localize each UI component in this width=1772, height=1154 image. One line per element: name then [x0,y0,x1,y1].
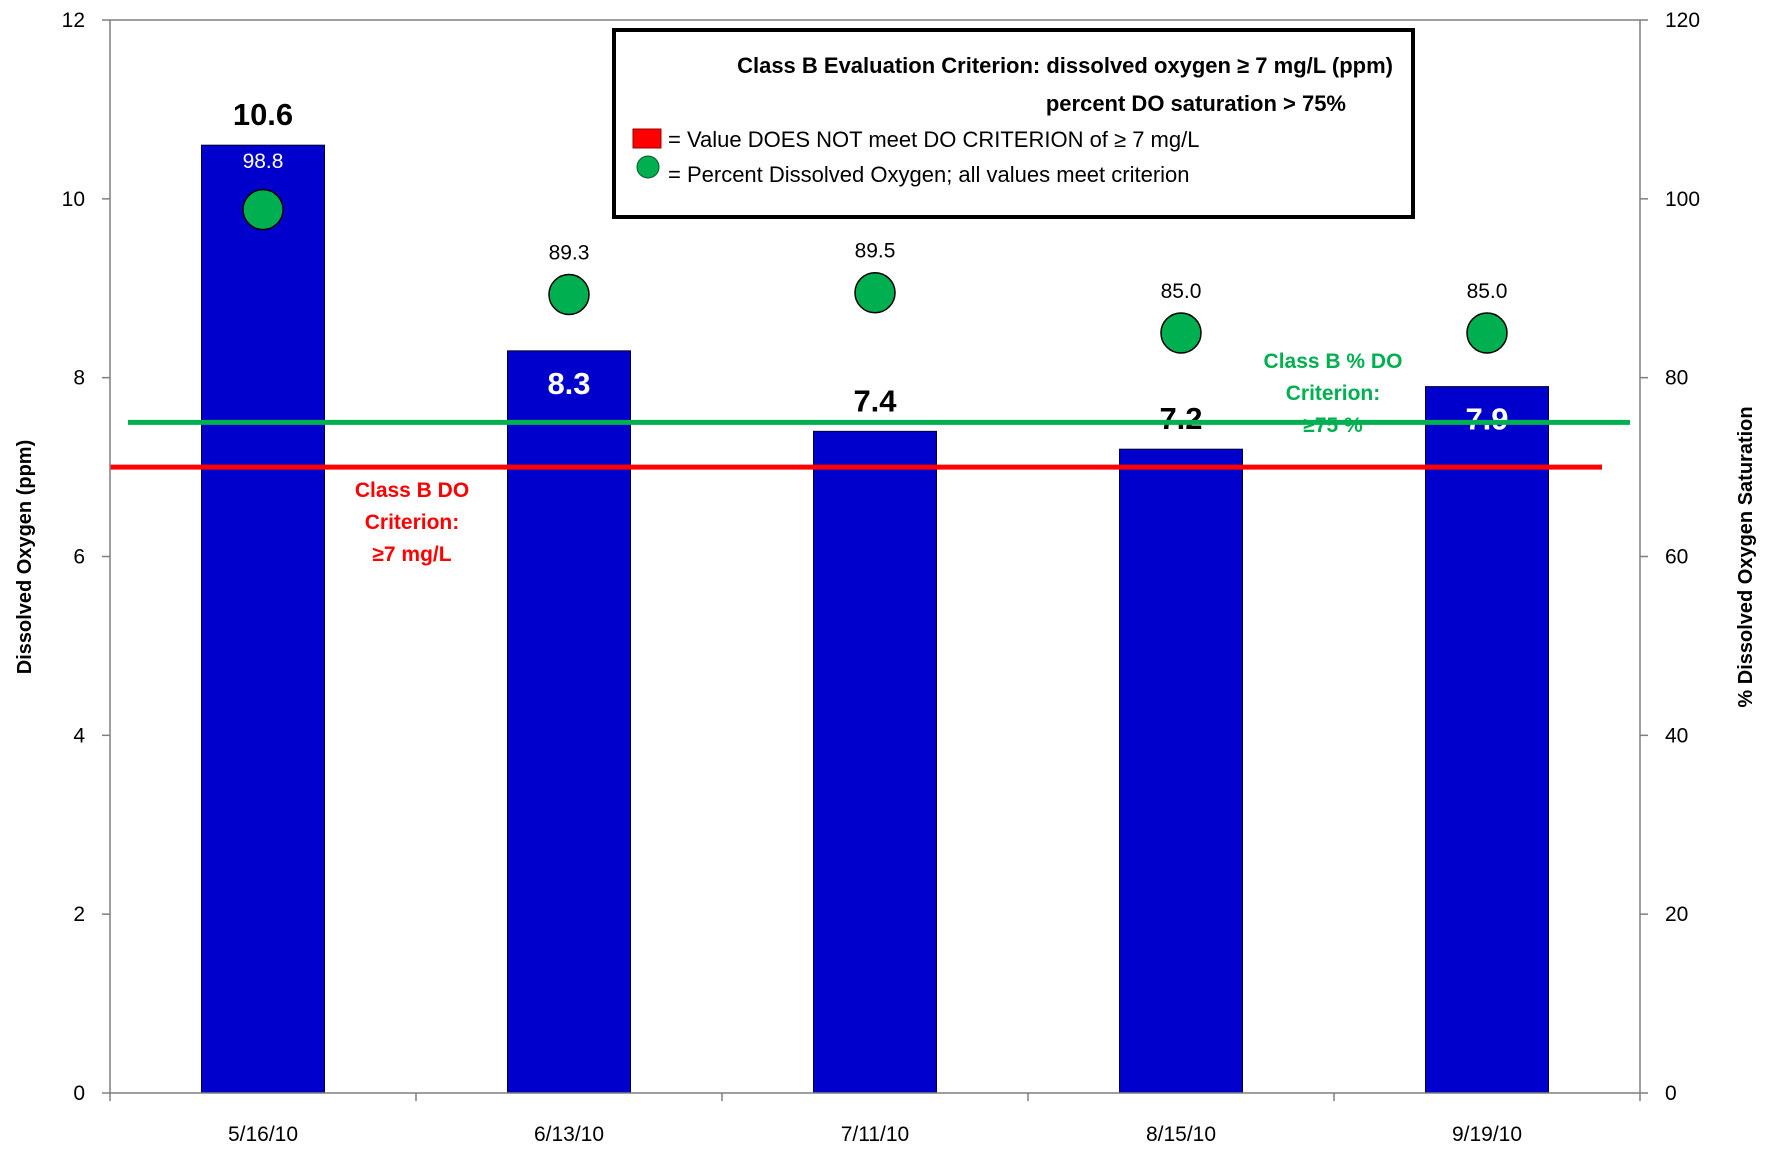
bar-value-label: 8.3 [547,366,590,401]
x-tick-label: 7/11/10 [841,1123,910,1146]
point-value-label: 85.0 [1467,280,1508,303]
left-tick-label: 2 [73,903,85,926]
left-tick-label: 4 [73,724,85,747]
reference-lines-layer: Class B DO Criterion: ≥7 mg/L Class B % DO C… [110,350,1630,566]
point-value-label: 85.0 [1161,280,1202,303]
bars-layer: 10.68.3 7.47.2 7.9 [201,97,1549,1094]
right-tick-label: 60 [1665,546,1688,569]
pct-criterion-label: Class B % DO [1264,350,1403,373]
do-criterion-label: Criterion: [365,511,460,534]
x-tick-label: 6/13/10 [534,1123,604,1146]
legend: Class B Evaluation Criterion: dissolved … [612,28,1415,219]
bar [507,350,631,1094]
bar [813,430,937,1094]
right-tick-label: 120 [1665,9,1700,32]
left-tick-label: 12 [62,9,85,32]
left-tick-label: 10 [62,188,85,211]
x-tick-label: 9/19/10 [1452,1123,1522,1146]
point-value-label: 89.3 [549,242,590,265]
point-value-label: 89.5 [855,240,896,263]
percent-do-point [548,273,590,316]
left-tick-label: 0 [73,1082,85,1105]
right-tick-label: 20 [1665,903,1688,926]
legend-entry-red: = Value DOES NOT meet DO CRITERION of ≥ … [668,127,1199,152]
right-tick-label: 100 [1665,188,1700,211]
legend-green-marker [636,155,660,179]
bar [1425,386,1549,1094]
do-criterion-label: Class B DO [355,479,469,502]
bar-value-label: 10.6 [233,97,293,132]
pct-criterion-label: Criterion: [1286,382,1381,405]
percent-do-point [242,188,284,231]
legend-box [612,28,1415,219]
y-axis-right-title: % Dissolved Oxygen Saturation [1735,406,1757,707]
left-tick-label: 6 [73,546,85,569]
percent-do-point [1466,312,1508,354]
do-criterion-label: ≥7 mg/L [372,543,451,566]
legend-subtitle: percent DO saturation > 75% [1046,91,1346,116]
bar [1119,448,1243,1094]
right-tick-label: 0 [1665,1082,1677,1105]
x-tick-label: 8/15/10 [1146,1123,1216,1146]
right-tick-label: 80 [1665,367,1688,390]
legend-red-marker [632,128,662,149]
percent-do-point [1160,312,1202,354]
bar [201,144,325,1094]
pct-criterion-label: ≥75 % [1303,414,1363,437]
y-axis-title: Dissolved Oxygen (ppm) [14,440,36,675]
right-tick-label: 40 [1665,724,1688,747]
legend-entry-green: = Percent Dissolved Oxygen; all values m… [668,162,1190,187]
x-tick-label: 5/16/10 [228,1123,298,1146]
bar-value-label: 7.4 [853,383,897,418]
points-layer: 98.8 89.3 89.5 85.0 85.0 [242,150,1508,354]
legend-title: Class B Evaluation Criterion: dissolved … [737,53,1393,78]
percent-do-point [854,271,896,314]
point-value-label: 98.8 [243,150,284,173]
left-tick-label: 8 [73,367,85,390]
